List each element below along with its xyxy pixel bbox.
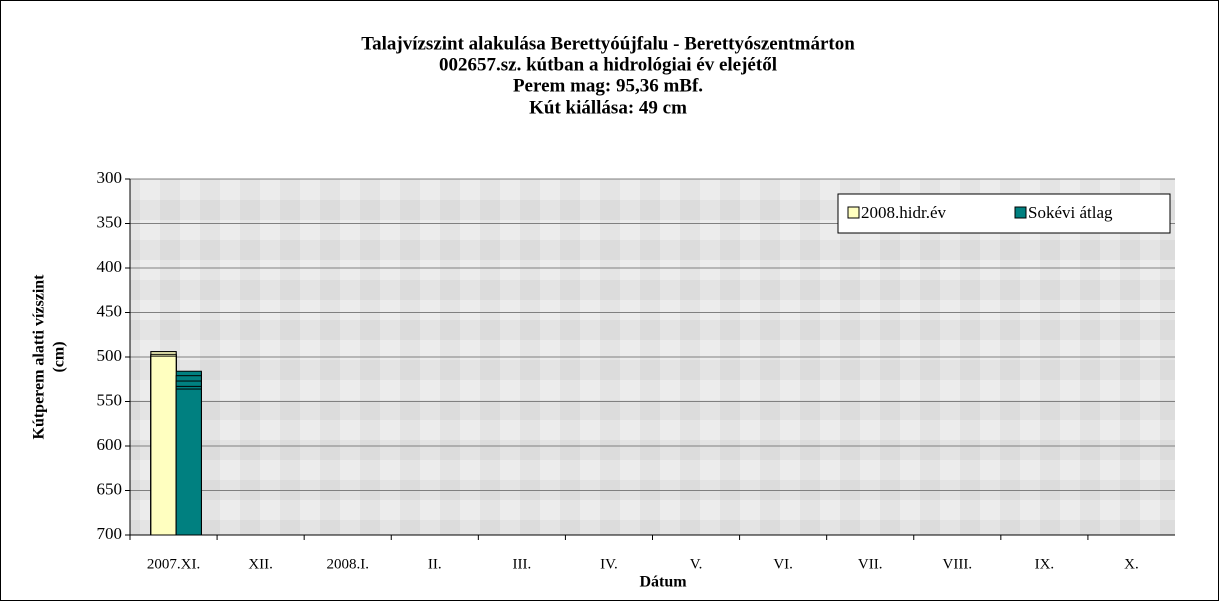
x-tick-label: VII. <box>858 556 883 572</box>
x-tick-label: X. <box>1124 556 1139 572</box>
y-tick-label: 450 <box>97 301 123 320</box>
y-tick-label: 300 <box>97 168 123 187</box>
y-tick-label: 500 <box>97 346 123 365</box>
x-tick-label: IV. <box>600 556 618 572</box>
y-tick-label: 600 <box>97 435 123 454</box>
chart-title: Talajvízszint alakulása Berettyóújfalu -… <box>361 33 855 54</box>
legend-swatch <box>847 206 860 219</box>
x-tick-label: VI. <box>773 556 793 572</box>
x-tick-label: VIII. <box>943 556 973 572</box>
x-tick-label: II. <box>428 556 442 572</box>
bar <box>175 388 202 536</box>
y-tick-label: 650 <box>97 479 123 498</box>
chart-title: Perem mag: 95,36 mBf. <box>513 75 703 96</box>
y-tick-label: 400 <box>97 257 123 276</box>
legend-label: 2008.hidr.év <box>861 203 946 222</box>
x-axis-label: Dátum <box>639 574 687 591</box>
y-axis-label: (cm) <box>51 341 68 372</box>
chart-title: Kút kiállása: 49 cm <box>529 97 687 118</box>
x-tick-label: 2008.I. <box>326 556 369 572</box>
y-tick-label: 350 <box>97 212 123 231</box>
x-tick-label: IX. <box>1035 556 1055 572</box>
x-tick-label: XII. <box>248 556 273 572</box>
chart-title: 002657.sz. kútban a hidrológiai év elejé… <box>439 54 777 75</box>
x-tick-label: 2007.XI. <box>147 556 200 572</box>
y-axis-label: Kútperem alatti vízszint <box>31 274 48 440</box>
legend-label: Sokévi átlag <box>1028 203 1113 222</box>
y-tick-label: 550 <box>97 390 123 409</box>
legend-swatch <box>1014 206 1027 219</box>
x-tick-label: V. <box>690 556 703 572</box>
bar <box>150 355 177 536</box>
y-tick-label: 700 <box>97 524 123 543</box>
x-tick-label: III. <box>513 556 532 572</box>
legend <box>837 193 1171 234</box>
